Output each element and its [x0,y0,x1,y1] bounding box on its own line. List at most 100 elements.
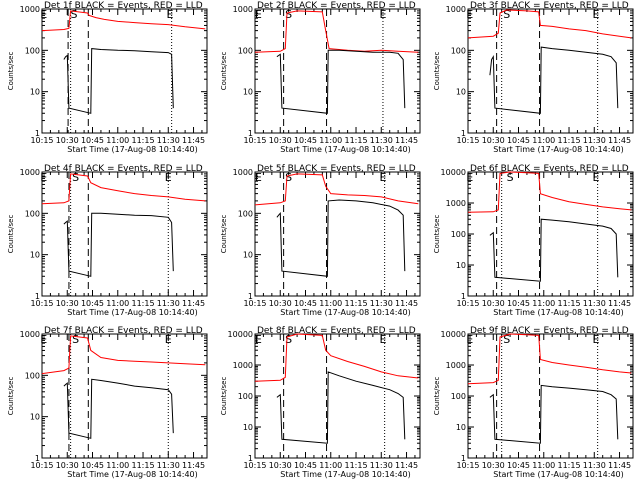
y-tick-label: 1 [461,129,466,138]
y-tick-label: 10 [456,261,466,270]
chart-panel-5: Det 5f BLACK = Events, RED = LLD 1 10 100 10… [220,164,421,317]
marker-e: E [255,333,262,346]
y-tick-label: 1000 [446,5,466,14]
chart-panel-8: Det 8f BLACK = Events, RED = LLD 1 10 100 10… [220,326,421,479]
y-tick-label: 1000 [20,168,40,177]
y-tick-label: 1 [248,129,253,138]
lld-series-line [41,335,206,375]
y-tick-label: 100 [25,46,40,55]
x-tick-label: 11:30 [583,299,606,308]
marker-e: E [255,8,262,21]
x-tick-label: 11:15 [131,461,154,470]
x-tick-label: 11:30 [583,461,606,470]
x-axis-label: Start Time (17-Aug-08 10:14:40) [493,145,624,154]
events-series-line [63,378,174,439]
lld-series-line [41,10,206,32]
x-tick-label: 10:30 [56,461,79,470]
marker-e: E [592,333,599,346]
y-axis-label: Counts/sec [433,215,441,254]
x-tick-label: 11:30 [157,299,180,308]
plot-frame [467,171,634,297]
marker-e: E [379,171,386,184]
x-tick-label: 11:30 [157,461,180,470]
x-axis-label: Start Time (17-Aug-08 10:14:40) [67,470,198,479]
chart-title: Det 3f BLACK = Events, RED = LLD [470,1,629,11]
x-tick-label: 11:15 [557,461,580,470]
marker-e: E [592,171,599,184]
x-tick-label: 11:15 [131,136,154,145]
lld-series-line [467,171,632,213]
x-tick-label: 11:30 [370,136,393,145]
events-series-line [276,49,406,114]
events-series-line [276,371,406,444]
x-tick-label: 10:30 [269,461,292,470]
marker-e: E [592,8,599,21]
y-axis-label: Counts/sec [7,215,15,254]
y-tick-label: 100 [451,392,466,401]
y-tick-label: 100 [25,209,40,218]
y-tick-label: 1000 [446,361,466,370]
chart-panel-1: Det 1f BLACK = Events, RED = LLD 1 10 100 10… [7,1,208,154]
x-tick-label: 10:15 [243,299,266,308]
x-tick-label: 10:15 [456,299,479,308]
x-tick-label: 10:45 [294,461,317,470]
x-axis-label: Start Time (17-Aug-08 10:14:40) [280,145,411,154]
events-series-line [489,384,619,444]
chart-panel-3: Det 3f BLACK = Events, RED = LLD 1 10 100 10… [433,1,634,154]
y-axis-label: Counts/sec [433,377,441,416]
plot-frame [254,171,421,297]
x-tick-label: 11:15 [344,461,367,470]
chart-title: Det 5f BLACK = Events, RED = LLD [257,164,416,174]
events-series-line [489,46,619,114]
chart-title: Det 7f BLACK = Events, RED = LLD [44,326,203,336]
plot-frame [254,333,421,459]
x-tick-label: 10:30 [482,299,505,308]
y-tick-label: 1000 [446,199,466,208]
lld-series-line [254,333,419,382]
chart-title: Det 8f BLACK = Events, RED = LLD [257,326,416,336]
marker-s: S [285,171,292,184]
x-tick-label: 11:45 [395,136,418,145]
chart-panel-2: Det 2f BLACK = Events, RED = LLD 1 10 100 10… [220,1,421,154]
x-axis-label: Start Time (17-Aug-08 10:14:40) [67,145,198,154]
marker-s: S [507,171,514,184]
x-tick-label: 11:00 [319,299,342,308]
y-tick-label: 10 [456,88,466,97]
lld-series-line [467,9,632,39]
x-tick-label: 10:30 [482,461,505,470]
y-axis-label: Counts/sec [7,52,15,91]
y-tick-label: 1 [461,454,466,463]
y-tick-label: 100 [451,230,466,239]
x-axis-label: Start Time (17-Aug-08 10:14:40) [67,308,198,317]
y-tick-label: 1 [248,292,253,301]
plot-frame [467,8,634,134]
y-tick-label: 100 [25,371,40,380]
x-tick-label: 10:45 [81,461,104,470]
marker-s: S [70,8,77,21]
x-axis-label: Start Time (17-Aug-08 10:14:40) [280,308,411,317]
y-tick-label: 1000 [233,5,253,14]
marker-e: E [466,8,473,21]
x-tick-label: 10:45 [507,136,530,145]
y-tick-label: 10000 [441,168,466,177]
x-tick-label: 11:45 [608,299,631,308]
y-tick-label: 100 [451,46,466,55]
y-tick-label: 1000 [20,5,40,14]
marker-s: S [72,171,79,184]
marker-e: E [466,171,473,184]
x-tick-label: 10:45 [81,299,104,308]
x-tick-label: 10:15 [456,136,479,145]
x-tick-label: 10:15 [30,136,53,145]
chart-panel-4: Det 4f BLACK = Events, RED = LLD 1 10 100 10… [7,164,208,317]
x-tick-label: 11:00 [106,299,129,308]
y-tick-label: 1000 [233,361,253,370]
x-tick-label: 10:45 [294,299,317,308]
lld-series-line [467,333,632,385]
x-tick-label: 10:30 [482,136,505,145]
events-series-line [489,218,619,282]
x-tick-label: 10:30 [56,136,79,145]
x-tick-label: 10:15 [243,136,266,145]
x-tick-label: 11:00 [532,136,555,145]
y-tick-label: 100 [238,46,253,55]
